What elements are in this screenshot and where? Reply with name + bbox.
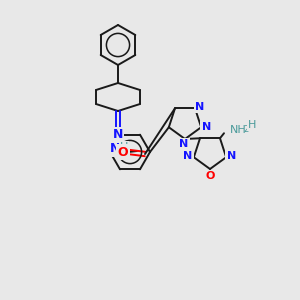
Text: NH: NH (230, 125, 247, 135)
Text: N: N (195, 102, 205, 112)
Text: 2: 2 (243, 125, 248, 134)
Text: N: N (183, 151, 193, 161)
Text: O: O (205, 171, 215, 181)
Text: N: N (179, 139, 189, 149)
Text: H: H (120, 142, 128, 152)
Text: O: O (118, 146, 128, 158)
Text: N: N (226, 151, 236, 161)
Text: N: N (113, 128, 123, 142)
Text: H: H (248, 120, 256, 130)
Text: N: N (110, 142, 120, 155)
Text: N: N (202, 122, 211, 132)
